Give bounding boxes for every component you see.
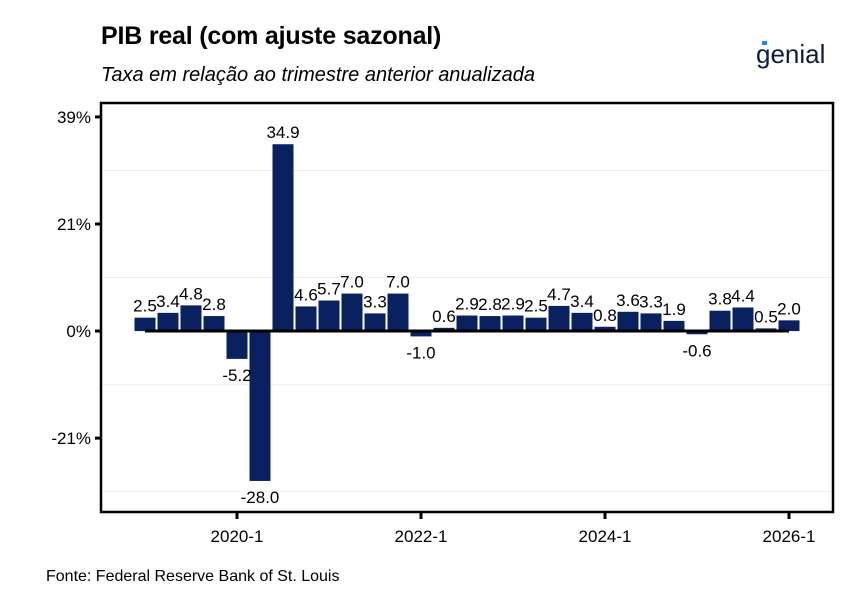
bars-layer [134, 144, 800, 481]
data-label-2026-1: 2.0 [777, 299, 801, 318]
data-label-2022-1: -1.0 [406, 343, 435, 362]
x-axis: 2020-1 2022-1 2024-1 2026-1 [211, 512, 816, 546]
x-tick-label: 2022-1 [395, 527, 448, 546]
data-label-2019-1: 2.5 [133, 297, 157, 316]
y-axis: 39% 21% 0% -21% [51, 108, 101, 448]
bar-2021-2 [341, 293, 363, 332]
data-label-2025-1: -0.6 [682, 341, 711, 360]
bar-2022-3 [456, 315, 478, 332]
bar-2019-2 [157, 312, 179, 332]
x-tick-label: 2026-1 [763, 527, 816, 546]
data-label-2023-1: 2.9 [501, 295, 525, 314]
data-label-2019-3: 4.8 [179, 284, 203, 303]
data-label-2025-4: 0.5 [754, 307, 778, 326]
data-label-2021-1: 5.7 [317, 280, 341, 299]
bar-2022-1 [410, 331, 432, 337]
bar-2023-1 [502, 315, 524, 332]
bar-2025-2 [709, 310, 731, 332]
y-tick-label: 39% [57, 108, 91, 127]
chart-subtitle: Taxa em relação ao trimestre anterior an… [101, 64, 535, 86]
bar-2020-2 [249, 331, 271, 481]
y-tick-label: 21% [57, 215, 91, 234]
bar-2025-1 [686, 331, 708, 335]
bar-2024-3 [640, 313, 662, 332]
bar-2021-4 [387, 293, 409, 332]
x-tick-label: 2024-1 [579, 527, 632, 546]
data-label-2024-3: 3.3 [639, 292, 663, 311]
bar-2026-1 [778, 320, 800, 332]
bar-2019-1 [134, 317, 156, 332]
data-label-2024-1: 0.8 [593, 306, 617, 325]
data-label-2021-4: 7.0 [386, 273, 410, 292]
data-label-2024-4: 1.9 [662, 300, 686, 319]
bar-2019-3 [180, 305, 202, 332]
grid-layer [101, 169, 833, 493]
data-label-2023-2: 2.5 [524, 297, 548, 316]
bar-2023-3 [548, 305, 570, 332]
bar-2020-1 [226, 331, 248, 359]
chart-title: PIB real (com ajuste sazonal) [101, 22, 442, 50]
data-label-2023-3: 4.7 [547, 285, 571, 304]
data-label-2019-4: 2.8 [202, 295, 226, 314]
bar-2023-2 [525, 317, 547, 332]
bar-2020-3 [272, 144, 294, 332]
bar-2022-4 [479, 316, 501, 332]
plot-frame [99, 101, 835, 514]
bar-2019-4 [203, 316, 225, 332]
data-label-2022-4: 2.8 [478, 295, 502, 314]
bar-2024-1 [594, 326, 616, 332]
bar-2024-2 [617, 311, 639, 332]
y-tick-label: 0% [66, 322, 91, 341]
data-label-2025-3: 4.4 [731, 287, 755, 306]
data-label-2023-4: 3.4 [570, 292, 594, 311]
data-label-2024-2: 3.6 [616, 291, 640, 310]
bar-2021-1 [318, 300, 340, 332]
logo-accent-mark [762, 41, 767, 45]
source-note: Fonte: Federal Reserve Bank of St. Louis [46, 568, 340, 585]
bar-2022-2 [433, 327, 455, 332]
data-label-2020-1: -5.2 [222, 366, 251, 385]
bar-2021-3 [364, 313, 386, 332]
genial-logo: genial [756, 39, 825, 69]
data-label-2022-3: 2.9 [455, 295, 479, 314]
data-label-2019-2: 3.4 [156, 292, 180, 311]
data-label-2021-2: 7.0 [340, 273, 364, 292]
bar-2024-4 [663, 320, 685, 332]
data-label-2021-3: 3.3 [363, 292, 387, 311]
data-label-2025-2: 3.8 [708, 290, 732, 309]
bar-2025-3 [732, 307, 754, 332]
bar-2023-4 [571, 312, 593, 332]
data-labels-layer: 2.5 3.4 4.82.8-5.2-28.034.94.6 5.7 7.03.37.0… [133, 123, 801, 507]
x-tick-label: 2020-1 [211, 527, 264, 546]
data-label-2020-3: 34.9 [266, 123, 299, 142]
data-label-2020-2: -28.0 [241, 488, 280, 507]
bar-2020-4 [295, 306, 317, 332]
y-tick-label: -21% [51, 429, 91, 448]
data-label-2020-4: 4.6 [294, 285, 318, 304]
data-label-2022-2: 0.6 [432, 307, 456, 326]
logo-text: genial [756, 39, 825, 69]
